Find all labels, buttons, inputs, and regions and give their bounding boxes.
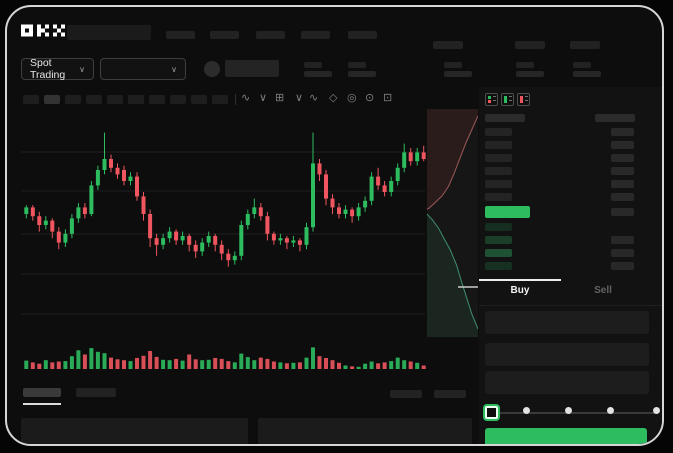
candle-style-caret[interactable]: ∨ xyxy=(259,92,268,104)
timeframe-chip[interactable] xyxy=(149,95,165,104)
history-clock-icon[interactable]: ⊙ xyxy=(365,92,375,104)
orderbook-ask-amount[interactable] xyxy=(611,193,634,201)
orders-table-placeholder xyxy=(258,418,472,444)
candle-style-icon[interactable]: ∿ xyxy=(241,92,251,104)
chevron-down-icon: ∨ xyxy=(79,64,85,74)
bottom-tab-placeholder[interactable] xyxy=(76,388,116,397)
stat-value-placeholder xyxy=(304,71,332,77)
search-placeholder[interactable] xyxy=(67,25,151,40)
orderbook-ask-price[interactable] xyxy=(485,193,512,201)
timeframe-chip[interactable] xyxy=(128,95,144,104)
buy-sell-tabbar xyxy=(479,279,662,306)
orderbook-asks-icon[interactable] xyxy=(517,93,530,106)
orderbook-price-header-placeholder[interactable] xyxy=(485,114,525,122)
timeframe-chip[interactable] xyxy=(65,95,81,104)
orderbook-ask-price[interactable] xyxy=(485,167,512,175)
orderbook-bids-icon[interactable] xyxy=(501,93,514,106)
slider-stop-dot[interactable] xyxy=(607,407,614,414)
stat-label-placeholder xyxy=(573,62,591,68)
orders-table-placeholder xyxy=(21,418,248,444)
line-tool-icon[interactable]: ∿ xyxy=(309,92,319,104)
toolbar-divider xyxy=(235,94,236,105)
indicators-caret[interactable]: ∨ xyxy=(295,92,304,104)
okx-logo xyxy=(21,24,65,37)
orderbook-ask-amount[interactable] xyxy=(611,128,634,136)
nav-item-placeholder[interactable] xyxy=(166,31,195,39)
tab-buy[interactable]: Buy xyxy=(510,285,530,296)
bottom-action-placeholder[interactable] xyxy=(390,390,422,398)
active-tab-underline xyxy=(23,403,61,405)
stat-value-placeholder xyxy=(444,71,472,77)
stat-label-placeholder xyxy=(516,62,534,68)
nav-item-placeholder[interactable] xyxy=(348,31,377,39)
stat-value-placeholder xyxy=(348,71,376,77)
chevron-down-icon: ∨ xyxy=(171,64,177,74)
orderbook-ask-amount[interactable] xyxy=(611,208,634,216)
app-frame: Spot Trading ∨ ∨ ∿ ∨ ⊞ ∨ ∿ ◇ ◎ ⊙ ⊡ xyxy=(5,5,664,446)
buy-button[interactable] xyxy=(485,428,647,444)
buy-tab-indicator xyxy=(479,279,561,281)
orderbook-ask-price[interactable] xyxy=(485,128,512,136)
nav-item-placeholder[interactable] xyxy=(301,31,330,39)
timeframe-chip[interactable] xyxy=(86,95,102,104)
stat-value-placeholder xyxy=(573,71,601,77)
stat-label-placeholder xyxy=(348,62,366,68)
orderbook-amount-header-placeholder[interactable] xyxy=(595,114,635,122)
fullscreen-icon[interactable]: ⊡ xyxy=(383,92,393,104)
timeframe-chip-active[interactable] xyxy=(44,95,60,104)
timeframe-chip[interactable] xyxy=(191,95,207,104)
pair-dropdown[interactable]: ∨ xyxy=(100,58,186,80)
market-type-label: Spot Trading xyxy=(30,57,66,81)
orderbook-ask-amount[interactable] xyxy=(611,180,634,188)
total-input[interactable] xyxy=(485,371,649,394)
slider-stop-dot[interactable] xyxy=(565,407,572,414)
amount-input[interactable] xyxy=(485,343,649,366)
snapshot-icon[interactable]: ◎ xyxy=(347,92,357,104)
orderbook-ask-amount[interactable] xyxy=(611,141,634,149)
timeframe-chip[interactable] xyxy=(107,95,123,104)
timeframe-chip[interactable] xyxy=(23,95,39,104)
slider-stop-dot[interactable] xyxy=(653,407,660,414)
orderbook-bid-price[interactable] xyxy=(485,262,512,270)
stat-label-placeholder xyxy=(444,62,462,68)
orderbook-bid-amount[interactable] xyxy=(611,236,634,244)
nav-item-placeholder[interactable] xyxy=(256,31,285,39)
indicators-icon[interactable]: ⊞ xyxy=(275,92,285,104)
slider-stop-dot[interactable] xyxy=(523,407,530,414)
amount-slider-handle[interactable] xyxy=(485,406,498,419)
amount-slider-track[interactable] xyxy=(489,412,656,414)
nav-item-placeholder[interactable] xyxy=(210,31,239,39)
price-placeholder xyxy=(225,60,279,77)
orderbook-bid-price[interactable] xyxy=(485,223,512,231)
orderbook-bid-price[interactable] xyxy=(485,236,512,244)
nav-right-item-placeholder[interactable] xyxy=(433,41,463,49)
coin-avatar xyxy=(204,61,220,77)
orderbook-both-icon[interactable] xyxy=(485,93,498,106)
bottom-tab-active-placeholder[interactable] xyxy=(23,388,61,397)
timeframe-chip[interactable] xyxy=(170,95,186,104)
bottom-action-placeholder[interactable] xyxy=(434,390,466,398)
orderbook-bid-amount[interactable] xyxy=(611,249,634,257)
orderbook-bid-price[interactable] xyxy=(485,249,512,257)
stat-value-placeholder xyxy=(516,71,544,77)
orderbook-ask-price[interactable] xyxy=(485,154,512,162)
tab-sell[interactable]: Sell xyxy=(594,285,612,296)
orderbook-ask-price[interactable] xyxy=(485,180,512,188)
orderbook-ask-amount[interactable] xyxy=(611,167,634,175)
nav-right-item-placeholder[interactable] xyxy=(570,41,600,49)
orderbook-last-price[interactable] xyxy=(485,206,530,218)
nav-right-item-placeholder[interactable] xyxy=(515,41,545,49)
compare-icon[interactable]: ◇ xyxy=(329,92,338,104)
price-input[interactable] xyxy=(485,311,649,334)
candlestick-chart[interactable] xyxy=(21,109,478,373)
orderbook-ask-price[interactable] xyxy=(485,141,512,149)
trade-side-panel: Buy Sell xyxy=(479,87,662,444)
orderbook-ask-amount[interactable] xyxy=(611,154,634,162)
orderbook-bid-amount[interactable] xyxy=(611,262,634,270)
market-type-dropdown[interactable]: Spot Trading ∨ xyxy=(21,57,94,81)
stat-label-placeholder xyxy=(304,62,322,68)
timeframe-chip[interactable] xyxy=(212,95,228,104)
